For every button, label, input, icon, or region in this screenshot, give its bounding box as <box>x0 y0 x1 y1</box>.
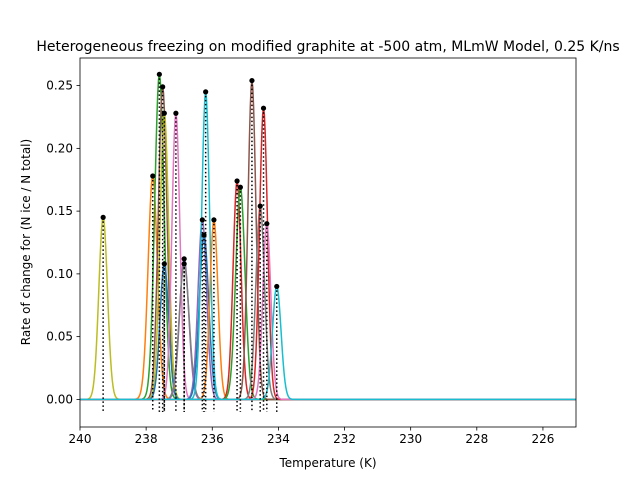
peak-marker <box>257 203 263 209</box>
peak-marker <box>181 261 187 267</box>
peak-marker <box>237 184 243 190</box>
peak-marker <box>199 217 205 223</box>
x-tick-label: 240 <box>69 432 92 446</box>
peak-marker <box>156 71 162 77</box>
y-axis-ticks: 0.00 0.05 0.10 0.15 0.20 0.25 <box>46 79 80 406</box>
peak-layer <box>100 71 280 412</box>
peak-marker <box>260 105 267 111</box>
x-tick-label: 238 <box>135 432 158 446</box>
y-tick-label: 0.10 <box>46 267 73 281</box>
peak-marker <box>203 89 209 95</box>
peak-marker <box>160 84 166 90</box>
x-axis-ticks: 240 238 236 234 232 230 228 226 <box>69 427 554 446</box>
x-tick-label: 230 <box>399 432 422 446</box>
peak-marker <box>100 214 106 220</box>
y-tick-label: 0.05 <box>46 330 73 344</box>
y-tick-label: 0.15 <box>46 204 73 218</box>
plot-frame <box>79 57 577 428</box>
x-tick-label: 234 <box>267 432 290 446</box>
peak-marker <box>249 77 255 84</box>
x-tick-label: 228 <box>465 432 488 446</box>
series-layer <box>80 73 576 401</box>
x-tick-label: 232 <box>333 432 356 446</box>
x-tick-label: 226 <box>531 432 554 446</box>
peak-marker <box>173 110 179 116</box>
y-axis-label: Rate of change for (N ice / N total) <box>19 139 33 345</box>
y-tick-label: 0.00 <box>46 392 73 406</box>
peak-marker <box>181 256 187 262</box>
peak-marker <box>161 261 167 267</box>
y-tick-label: 0.20 <box>46 141 73 155</box>
peak-marker <box>161 110 167 116</box>
peak-marker <box>234 178 240 184</box>
x-tick-label: 236 <box>201 432 224 446</box>
peak-marker <box>150 173 156 179</box>
peak-marker <box>211 217 217 223</box>
chart-title: Heterogeneous freezing on modified graph… <box>36 39 619 55</box>
y-tick-label: 0.25 <box>46 79 73 93</box>
x-axis-label: Temperature (K) <box>278 456 376 470</box>
peak-marker <box>274 283 280 290</box>
peak-marker <box>264 221 270 227</box>
